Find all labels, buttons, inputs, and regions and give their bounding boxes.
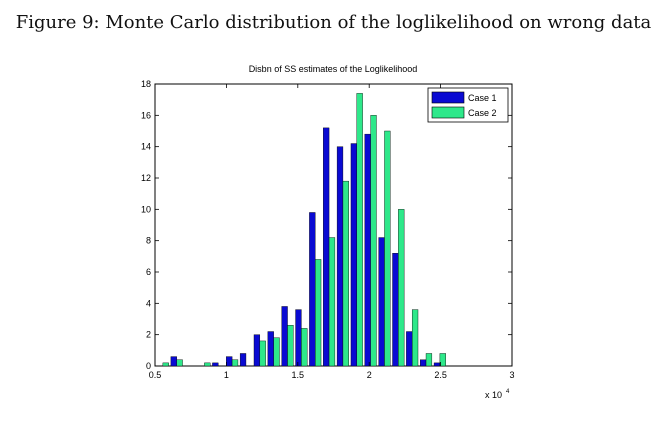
bar-case-1 (226, 356, 233, 367)
x-tick-label: 2 (367, 370, 372, 380)
y-tick-label: 16 (141, 110, 151, 120)
y-tick-label: 12 (141, 173, 151, 183)
bar-case-2 (162, 362, 169, 367)
bar-case-1 (323, 127, 330, 367)
bar-case-1 (378, 237, 385, 367)
bar-case-1 (309, 212, 316, 367)
y-tick-label: 0 (146, 361, 151, 371)
bar-case-2 (204, 362, 211, 367)
bar-case-2 (273, 337, 280, 367)
bar-case-1 (350, 143, 357, 367)
x-tick-label: 0.5 (149, 370, 162, 380)
y-tick-label: 14 (141, 142, 151, 152)
bar-case-2 (231, 359, 239, 367)
y-tick-label: 10 (141, 204, 151, 214)
bar-case-2 (315, 259, 322, 367)
legend-swatch-case-1 (431, 91, 465, 104)
bar-case-1 (364, 133, 371, 367)
bar-case-1 (212, 362, 219, 367)
bar-case-2 (328, 237, 336, 367)
bar-case-2 (439, 353, 446, 367)
x-tick-label: 2.5 (434, 370, 447, 380)
y-tick-label: 6 (146, 267, 151, 277)
y-tick-label: 2 (146, 330, 151, 340)
bar-case-2 (370, 115, 377, 367)
x-tick-label: 1 (224, 370, 229, 380)
x-tick-label: 1.5 (292, 370, 305, 380)
bar-case-2 (301, 328, 308, 367)
x-tick-label: 3 (509, 370, 514, 380)
bar-case-2 (425, 353, 433, 367)
bar-case-1 (253, 334, 261, 367)
legend-label-case-1: Case 1 (468, 93, 497, 103)
bar-case-1 (392, 252, 399, 367)
bar-case-1 (406, 331, 413, 367)
bar-case-1 (295, 309, 302, 367)
bar-case-2 (259, 340, 266, 367)
bar-case-1 (170, 356, 177, 367)
bar-case-1 (433, 362, 441, 367)
legend-label-case-2: Case 2 (468, 108, 497, 118)
y-tick-label: 4 (146, 298, 151, 308)
bar-case-1 (420, 359, 427, 367)
figure-caption: Figure 9: Monte Carlo distribution of th… (15, 12, 652, 33)
legend: Case 1 Case 2 (427, 87, 509, 123)
bar-case-2 (356, 93, 363, 367)
bar-case-2 (342, 180, 349, 367)
bar-case-2 (287, 325, 294, 367)
bar-case-2 (398, 209, 405, 367)
bar-case-1 (267, 331, 274, 367)
y-tick-label: 8 (146, 236, 151, 246)
x-multiplier: x 10 (485, 390, 502, 400)
legend-swatch-case-2 (431, 106, 465, 119)
chart-title: Disbn of SS estimates of the Loglikeliho… (249, 64, 418, 74)
bar-case-1 (336, 146, 344, 367)
bar-case-2 (384, 130, 391, 367)
bar-case-2 (411, 309, 419, 367)
y-tick-label: 18 (141, 79, 151, 89)
bar-case-1 (281, 306, 288, 367)
x-multiplier-exponent: 4 (506, 389, 510, 395)
bar-case-1 (239, 353, 247, 367)
bar-case-2 (176, 359, 183, 367)
